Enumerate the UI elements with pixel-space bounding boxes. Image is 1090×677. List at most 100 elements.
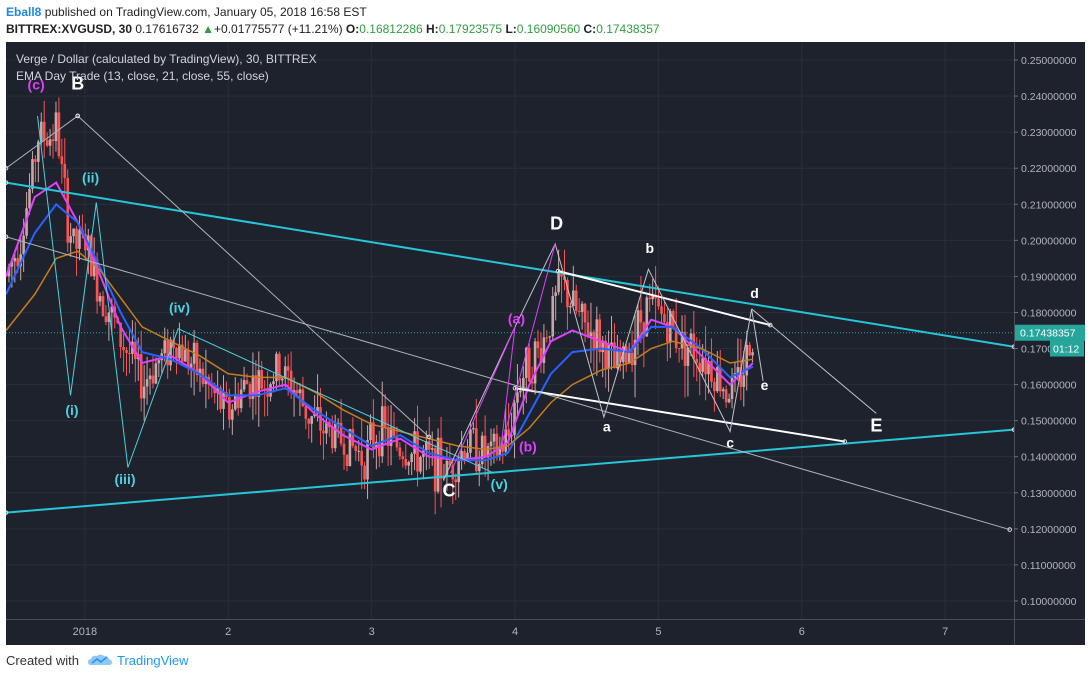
candle-body-249 [739, 367, 743, 387]
candle-body-86 [260, 370, 264, 389]
candle-body-133 [398, 447, 402, 457]
price-axis-label-9: 0.19000000 [1021, 271, 1077, 283]
candle-body-101 [304, 406, 308, 419]
candle-body-239 [710, 360, 713, 382]
candle-body-231 [686, 347, 690, 366]
candle-body-175 [522, 377, 525, 391]
wave-label-0: (c) [28, 77, 45, 93]
chart-background [6, 42, 1085, 645]
candle-body-77 [233, 394, 237, 410]
candle-body-235 [698, 362, 701, 372]
price-axis-label-8: 0.18000000 [1021, 307, 1077, 319]
wave-path-cyan-impulse [37, 115, 494, 474]
candle-body-202 [601, 340, 604, 353]
candle-body-30 [95, 259, 99, 302]
candle-body-102 [307, 418, 311, 424]
candle-body-154 [460, 451, 463, 461]
candle-body-199 [592, 331, 596, 350]
candle-body-24 [78, 229, 81, 249]
wave-path-gray-abc [442, 242, 764, 481]
candle-body-226 [671, 311, 675, 329]
time-axis-label-2: 3 [369, 626, 375, 638]
candle-body-228 [677, 348, 681, 350]
candle-body-145 [433, 448, 437, 492]
candle-body-22 [72, 228, 75, 237]
candle-body-116 [348, 429, 352, 467]
candle-body-248 [736, 367, 740, 374]
wave-label-13: d [750, 285, 759, 301]
low-value: 0.16090560 [516, 22, 581, 36]
candle-body-164 [489, 441, 493, 447]
candle-body-55 [169, 339, 172, 366]
candle-body-171 [510, 435, 513, 437]
tradingview-brand-link[interactable]: TradingView [117, 653, 189, 668]
high-value: 0.17923575 [438, 22, 503, 36]
open-label: O: [345, 22, 360, 36]
candle-body-115 [345, 454, 349, 467]
candle-body-217 [645, 297, 649, 337]
candle-body-54 [166, 340, 169, 366]
candle-body-4 [19, 254, 22, 267]
candle-body-21 [69, 236, 72, 243]
candle-body-184 [548, 336, 552, 338]
candle-body-229 [680, 331, 684, 349]
candle-body-29 [92, 259, 96, 277]
candle-body-173 [516, 392, 519, 403]
candle-body-240 [713, 381, 716, 392]
trendline-anchor-end-5 [426, 434, 432, 440]
candle-body-146 [436, 437, 440, 492]
candle-body-185 [551, 296, 555, 337]
candle-body-60 [184, 349, 187, 362]
wave-label-8: (a) [508, 310, 525, 326]
candle-body-71 [216, 387, 219, 394]
candle-body-252 [748, 344, 751, 356]
close-label: C: [583, 22, 597, 36]
candle-body-172 [513, 402, 516, 436]
candle-body-139 [416, 431, 419, 472]
chart-svg[interactable]: (c) B (ii) (i) (iii) (iv) C (v) (a) (b) Db a d e c E 0.1… [6, 42, 1085, 645]
candle-body-149 [445, 460, 449, 478]
candle-body-64 [195, 342, 199, 376]
change-up-icon: ▲ [202, 22, 215, 36]
candle-body-23 [75, 228, 78, 249]
tradingview-cloud-icon[interactable] [88, 654, 112, 666]
candle-body-128 [383, 406, 387, 428]
candle-body-84 [254, 375, 258, 397]
candle-body-95 [286, 366, 290, 371]
candle-body-83 [251, 375, 255, 399]
candle-body-91 [275, 353, 278, 382]
candle-body-238 [707, 360, 710, 375]
candle-body-10 [37, 141, 40, 162]
candle-body-123 [369, 422, 372, 441]
candle-body-93 [281, 378, 284, 381]
candle-body-250 [742, 375, 746, 387]
candle-body-157 [469, 429, 472, 453]
price-axis-label-10: 0.20000000 [1021, 235, 1077, 247]
wave-label-12: a [603, 418, 611, 434]
candle-body-11 [39, 121, 43, 142]
candle-body-82 [248, 384, 252, 399]
publish-line: Eball8 published on TradingView.com, Jan… [6, 5, 367, 19]
candle-body-3 [16, 258, 20, 267]
trendline-anchor-end-0 [1011, 344, 1014, 350]
candle-body-193 [574, 290, 578, 311]
candle-body-8 [31, 159, 34, 189]
candle-body-227 [674, 328, 678, 349]
ema-line-3 [6, 250, 754, 451]
candle-body-241 [716, 367, 719, 392]
trendline-anchor-start-2 [555, 268, 561, 274]
price-axis-label-4: 0.14000000 [1021, 452, 1077, 464]
candle-body-200 [595, 319, 599, 350]
author-link[interactable]: Eball8 [6, 5, 42, 19]
candle-body-221 [657, 298, 660, 307]
chart-legend-indicator: EMA Day Trade (13, close, 21, close, 55,… [16, 69, 269, 83]
trendline-anchor-start-1 [6, 510, 9, 515]
trendline-anchor-start-6 [6, 165, 9, 171]
time-axis-label-4: 5 [655, 626, 661, 638]
candle-body-253 [751, 352, 754, 356]
candle-body-176 [524, 347, 528, 378]
candle-body-80 [242, 380, 246, 390]
candle-body-244 [724, 389, 728, 403]
candle-body-178 [530, 381, 534, 384]
